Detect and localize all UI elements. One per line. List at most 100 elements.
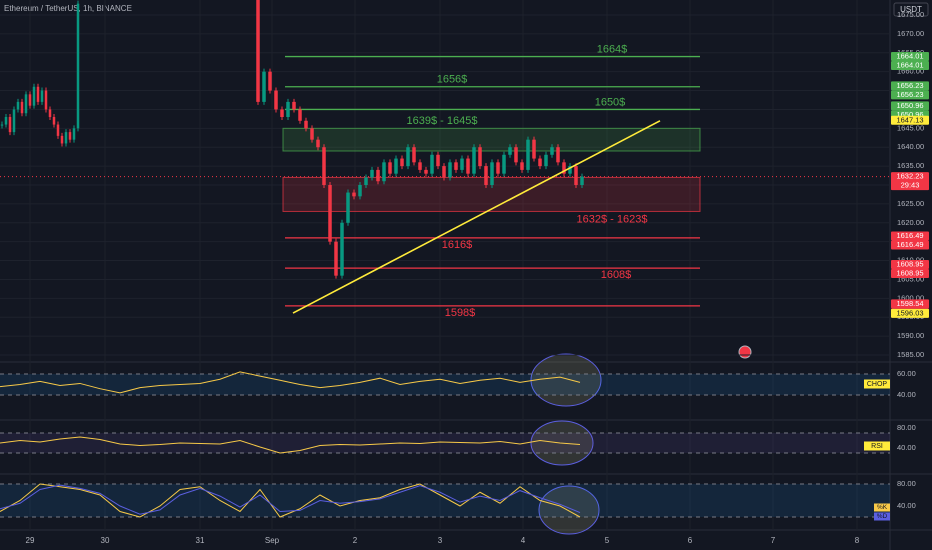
date-label: 4 <box>521 536 526 545</box>
candle <box>418 162 422 170</box>
candle <box>532 139 536 159</box>
indicator-tick-label: 40.00 <box>897 501 916 510</box>
candle <box>574 166 578 185</box>
price-badge <box>891 269 929 279</box>
indicator-badge-label: %D <box>877 513 888 520</box>
price-badge-label: 1664.01 <box>896 61 923 70</box>
candle <box>436 154 440 167</box>
candle <box>514 147 518 163</box>
candle <box>502 154 506 174</box>
zone-label: 1639$ - 1645$ <box>407 115 478 127</box>
candle <box>292 101 296 110</box>
date-label: 8 <box>855 536 860 545</box>
price-tick-label: 1620.00 <box>897 218 924 227</box>
candle <box>0 124 4 126</box>
candle <box>508 147 512 155</box>
price-badge-label: 1650.96 <box>896 110 923 119</box>
candle <box>262 71 266 102</box>
date-label: 30 <box>101 536 110 545</box>
candle <box>382 162 386 182</box>
candle <box>454 162 458 170</box>
candle <box>8 117 12 133</box>
candle <box>36 86 40 102</box>
candle <box>520 162 524 170</box>
price-badge-label: 1656.23 <box>896 81 923 90</box>
candle <box>334 241 338 276</box>
currency-label: USDT <box>900 5 922 14</box>
price-badge-label: 1632.23 <box>896 172 923 181</box>
candle <box>496 162 500 174</box>
indicator-badge <box>864 441 890 451</box>
price-badge-label: 1608.95 <box>896 269 923 278</box>
candle <box>340 222 344 276</box>
price-badge-label: 1647.13 <box>896 115 923 124</box>
candle <box>544 154 548 167</box>
candle <box>316 139 320 148</box>
candle <box>48 109 52 117</box>
indicator-badge <box>874 503 890 512</box>
level-label: 1664$ <box>597 43 628 55</box>
indicator-line <box>0 484 581 515</box>
indicator-badge-label: RSI <box>871 443 883 450</box>
date-label: 7 <box>771 536 776 545</box>
candle <box>376 169 380 182</box>
candle <box>346 192 350 223</box>
candle <box>430 154 434 174</box>
candle <box>310 128 314 140</box>
date-label: 29 <box>26 536 35 545</box>
date-label: 5 <box>605 536 610 545</box>
candle <box>412 147 416 163</box>
price-badge <box>891 172 929 191</box>
candle <box>490 162 494 185</box>
price-tick-label: 1675.00 <box>897 10 924 19</box>
price-tick-label: 1625.00 <box>897 199 924 208</box>
level-label: 1616$ <box>442 239 473 251</box>
candle <box>568 166 572 174</box>
highlight-circle <box>530 353 602 407</box>
candle <box>304 120 308 129</box>
indicator-tick-label: 80.00 <box>897 423 916 432</box>
price-tick-label: 1670.00 <box>897 29 924 38</box>
indicator-badge <box>874 512 890 521</box>
price-badge-label: 1608.95 <box>896 260 923 269</box>
candle <box>322 147 326 185</box>
candle <box>40 90 44 102</box>
candle <box>4 117 8 125</box>
price-badge-label: 1598.54 <box>896 299 923 308</box>
alert-icon[interactable] <box>738 345 752 359</box>
currency-button[interactable] <box>893 2 929 17</box>
candle <box>448 162 452 178</box>
indicator-line <box>0 371 581 394</box>
candle <box>56 124 60 136</box>
candle <box>460 158 464 170</box>
date-label: 6 <box>688 536 693 545</box>
candle <box>298 109 302 121</box>
candle <box>32 86 36 106</box>
price-tick-label: 1585.00 <box>897 350 924 359</box>
zone <box>282 127 701 152</box>
candle <box>424 169 428 174</box>
date-label: 3 <box>438 536 443 545</box>
price-tick-label: 1635.00 <box>897 161 924 170</box>
indicator-tick-label: 40.00 <box>897 390 916 399</box>
price-badge-label: 1616.49 <box>896 240 923 249</box>
candle <box>76 3 80 129</box>
price-badge-label: 1650.96 <box>896 101 923 110</box>
candle <box>478 147 482 167</box>
candle <box>556 147 560 163</box>
indicator-band <box>0 374 890 395</box>
date-label: Sep <box>265 536 280 545</box>
price-badge <box>891 115 929 125</box>
candle <box>388 162 392 174</box>
price-badge-label: 1616.49 <box>896 231 923 240</box>
candle <box>12 109 16 133</box>
candle <box>400 158 404 167</box>
level-label: 1598$ <box>445 307 476 319</box>
symbol-title: Ethereum / TetherUS, 1h, BINANCE <box>4 4 132 13</box>
zone-label: 1632$ - 1623$ <box>577 213 648 225</box>
candle <box>394 158 398 174</box>
candle <box>256 0 260 102</box>
price-tick-label: 1645.00 <box>897 123 924 132</box>
price-badge <box>891 231 929 241</box>
candle <box>484 166 488 185</box>
